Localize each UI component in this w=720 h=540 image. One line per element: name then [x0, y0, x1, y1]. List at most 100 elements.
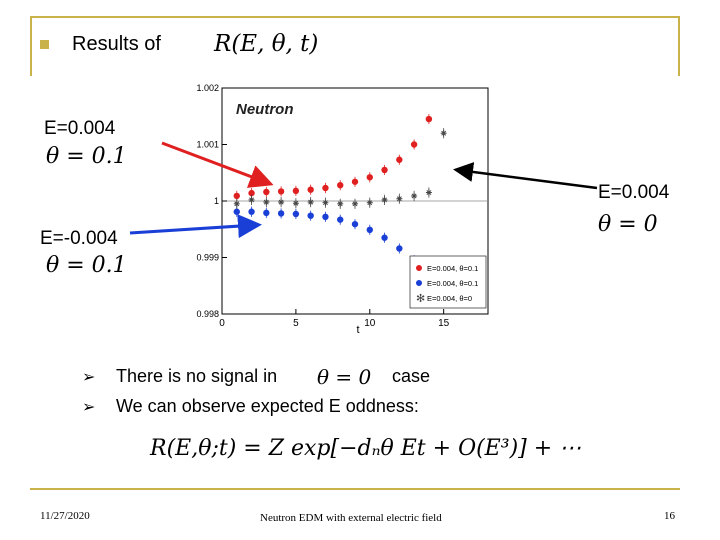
data-point-star-stroke: [396, 196, 402, 202]
data-point-star: [233, 200, 240, 207]
data-point-star: [396, 195, 403, 202]
data-point-star-stroke: [263, 199, 269, 205]
data-point-circle: [292, 210, 300, 218]
black-arrow: [453, 162, 598, 190]
frame-left-rule: [30, 16, 32, 76]
data-point-star-stroke: [352, 201, 358, 207]
data-point-circle: [307, 212, 314, 219]
arrow-bullet-icon: ➢: [82, 369, 96, 386]
label-top-left-theta: θ = 0.1: [46, 144, 127, 169]
legend-box: [409, 255, 487, 309]
data-point-star: [352, 200, 358, 207]
data-point-star-stroke: [426, 190, 432, 195]
x-tick-label: 15: [438, 318, 450, 329]
y-tick-label: 1: [214, 196, 219, 206]
data-point-star: [307, 199, 314, 206]
data-point-star-stroke: [278, 199, 284, 205]
data-point-star-stroke: [249, 197, 255, 203]
x-axis-label: t: [356, 324, 359, 335]
frame-top-rule: [30, 16, 680, 18]
data-point-circle: [322, 184, 329, 192]
frame-right-rule: [678, 16, 680, 76]
data-point-star: [278, 199, 285, 206]
label-right-theta: θ = 0: [598, 212, 658, 237]
title-bullet-icon: [40, 40, 49, 49]
data-point-circle: [351, 178, 359, 185]
legend-marker: ✻: [416, 292, 425, 305]
data-point-star: [292, 200, 299, 207]
x-tick-label: 5: [293, 318, 299, 329]
blue-arrow: [129, 214, 262, 239]
data-point-circle: [366, 226, 373, 234]
data-point-star-stroke: [337, 201, 343, 207]
data-point-circle: [277, 188, 285, 195]
data-point-circle: [292, 187, 300, 195]
bullet-1-text-after: case: [392, 366, 431, 386]
data-point-star: [366, 199, 373, 206]
legend-marker: [416, 265, 422, 271]
bullet-1-text-before: There is no signal in: [116, 366, 278, 386]
chart-title: Neutron: [236, 101, 294, 118]
data-point-star-stroke: [308, 199, 314, 205]
legend-entry: E=0.004, θ=0.1: [427, 279, 478, 288]
data-point-circle: [263, 188, 270, 196]
legend-entry: E=0.004, θ=0.1: [427, 264, 478, 273]
y-tick-label: 1.001: [196, 140, 219, 150]
edm-formula: R(E,θ;t) = Z exp[−dₙθ Et + O(E³)] + ⋯: [150, 436, 582, 461]
label-right-e: E=0.004: [598, 182, 670, 203]
data-point-star-stroke: [322, 200, 328, 206]
data-point-star: [440, 130, 447, 137]
data-point-circle: [233, 192, 240, 200]
data-point-circle: [351, 220, 359, 228]
title-formula: R(E, θ, t): [214, 31, 319, 57]
data-point-star-stroke: [411, 193, 417, 199]
data-point-circle: [410, 141, 418, 148]
data-point-circle: [381, 234, 388, 241]
data-point-circle: [233, 208, 240, 215]
label-top-left-e: E=0.004: [44, 118, 116, 139]
footer-date: 11/27/2020: [40, 510, 90, 522]
footer-center: Neutron EDM with external electric field: [260, 512, 442, 524]
x-tick-label: 0: [219, 318, 225, 329]
data-point-circle: [381, 166, 388, 174]
data-point-star: [381, 196, 388, 203]
label-mid-left-e: E=-0.004: [40, 228, 118, 249]
data-point-circle: [248, 189, 255, 197]
y-tick-label: 0.998: [196, 309, 219, 319]
data-point-circle: [307, 186, 314, 193]
data-point-circle: [396, 156, 403, 163]
data-point-circle: [277, 210, 285, 217]
data-point-circle: [337, 181, 344, 189]
neutron-chart: 0.998 0.999 1 1.001 1.002 0 5 10 15 Neutron t E…: [196, 83, 489, 335]
data-point-star-stroke: [441, 130, 447, 136]
x-tick-label: 10: [364, 318, 376, 329]
data-point-circle: [425, 115, 433, 123]
data-point-circle: [322, 213, 329, 221]
data-point-star: [248, 196, 255, 203]
frame-bottom-rule: [30, 488, 680, 490]
legend-marker: [416, 280, 422, 286]
footer-page: 16: [664, 510, 675, 522]
bullet-1-math: θ = 0: [317, 365, 372, 389]
data-point-star-stroke: [293, 200, 299, 206]
label-mid-left-theta: θ = 0.1: [46, 253, 127, 278]
data-point-star: [322, 199, 329, 206]
chart-legend: E=0.004, θ=0.1E=0.004, θ=0.1✻ E=0.004, θ=…: [409, 255, 487, 309]
data-point-star: [411, 192, 418, 199]
data-point-circle: [396, 245, 403, 252]
legend-entry: E=0.004, θ=0: [427, 294, 472, 303]
arrow-bullet-icon: ➢: [82, 399, 96, 416]
data-point-star: [263, 199, 270, 206]
data-point-circle: [337, 216, 344, 223]
data-point-circle: [366, 174, 373, 181]
data-point-star-stroke: [367, 200, 373, 206]
bullet-2-text: We can observe expected E oddness:: [116, 396, 419, 416]
data-point-star-stroke: [234, 201, 240, 207]
data-point-star-stroke: [382, 197, 388, 203]
slide-title: Results of: [72, 33, 161, 55]
data-point-circle: [248, 208, 255, 215]
y-tick-label: 0.999: [196, 253, 219, 263]
y-tick-label: 1.002: [196, 83, 219, 93]
data-point-star: [337, 200, 344, 207]
